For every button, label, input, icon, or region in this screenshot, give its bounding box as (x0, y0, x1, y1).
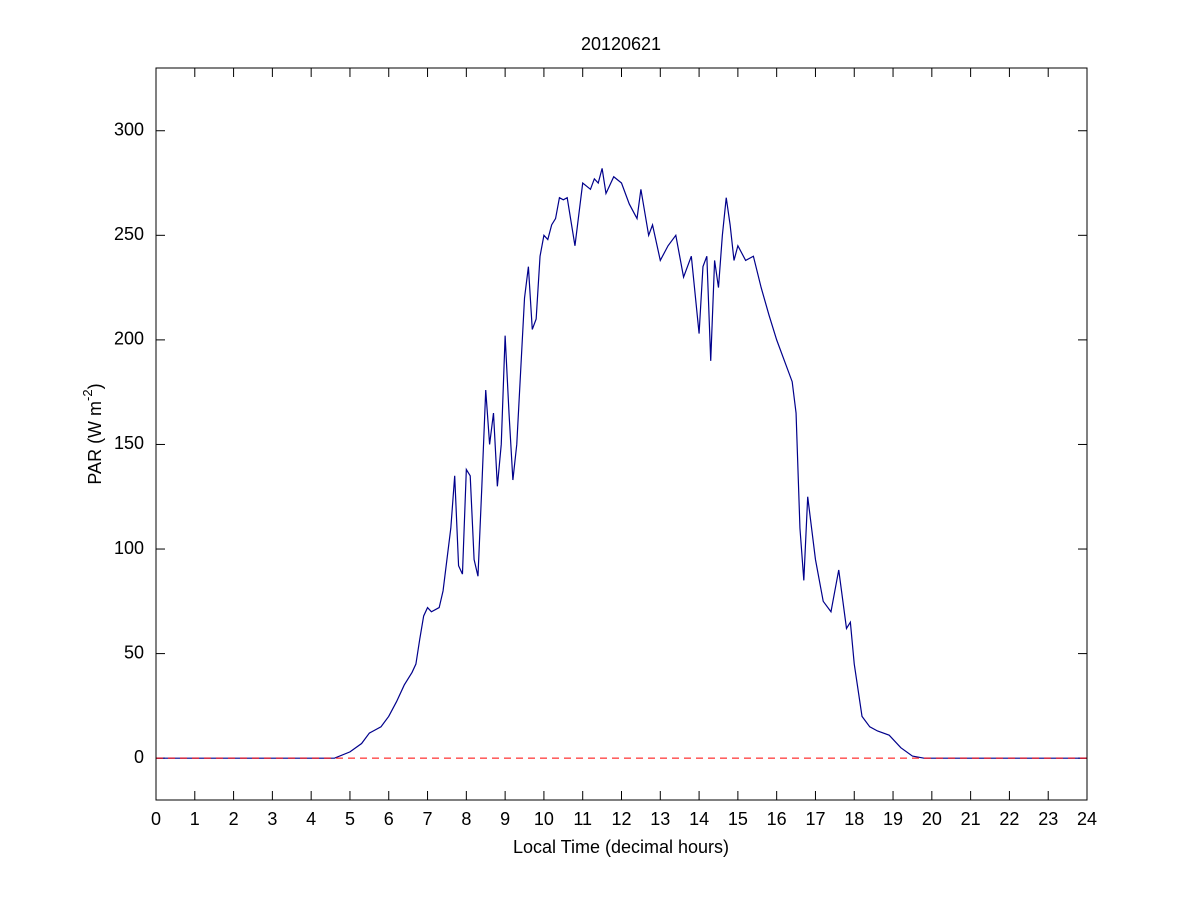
y-tick-label: 250 (114, 224, 144, 244)
y-axis-label-main: PAR (W m (85, 401, 105, 485)
x-tick-label: 14 (689, 809, 709, 829)
x-tick-label: 2 (229, 809, 239, 829)
x-tick-label: 8 (461, 809, 471, 829)
x-tick-label: 24 (1077, 809, 1097, 829)
x-tick-label: 15 (728, 809, 748, 829)
x-tick-label: 4 (306, 809, 316, 829)
x-tick-label: 20 (922, 809, 942, 829)
x-tick-label: 9 (500, 809, 510, 829)
x-tick-label: 10 (534, 809, 554, 829)
plot-frame (155, 67, 1088, 801)
x-tick-label: 16 (767, 809, 787, 829)
y-tick-label: 300 (114, 119, 144, 139)
y-tick-label: 0 (134, 747, 144, 767)
x-tick-label: 3 (267, 809, 277, 829)
x-tick-label: 11 (573, 809, 592, 829)
y-tick-label: 150 (114, 433, 144, 453)
x-tick-label: 0 (151, 809, 161, 829)
y-axis-label: PAR (W m-2) (80, 383, 104, 484)
y-tick-label: 50 (124, 642, 144, 662)
x-tick-label: 19 (883, 809, 903, 829)
x-tick-label: 1 (190, 809, 200, 829)
x-tick-label: 7 (423, 809, 433, 829)
chart-title: 20120621 (581, 34, 661, 54)
y-tick-label: 200 (114, 329, 144, 349)
x-tick-label: 18 (844, 809, 864, 829)
data-line (156, 168, 1087, 759)
x-tick-label: 21 (961, 809, 981, 829)
x-tick-label: 22 (999, 809, 1019, 829)
x-axis-label: Local Time (decimal hours) (513, 837, 729, 857)
y-axis-label-end: ) (85, 383, 105, 389)
x-tick-label: 17 (805, 809, 825, 829)
x-tick-label: 5 (345, 809, 355, 829)
x-tick-label: 12 (611, 809, 631, 829)
x-tick-label: 23 (1038, 809, 1058, 829)
y-tick-label: 100 (114, 538, 144, 558)
y-axis-label-sup: -2 (80, 389, 95, 401)
x-tick-label: 13 (650, 809, 670, 829)
x-tick-label: 6 (384, 809, 394, 829)
